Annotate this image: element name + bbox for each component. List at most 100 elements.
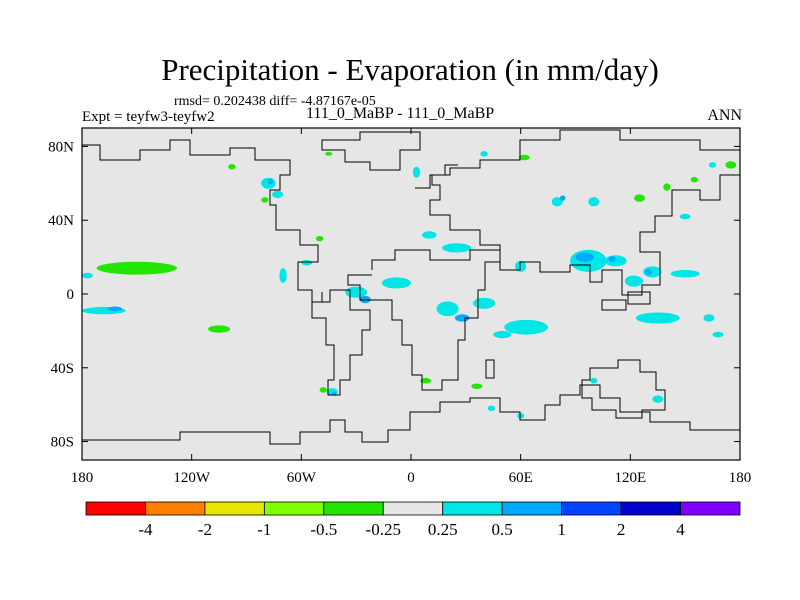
colorbar-swatch [204,501,265,516]
coastline-greenland [321,131,421,171]
anomaly-region [635,312,680,324]
anomaly-region [604,255,627,267]
anomaly-region [473,297,496,309]
anomaly-region [559,195,566,201]
anomaly-region [679,213,691,220]
anomaly-region [551,197,563,207]
x-tick-label: 120W [173,470,211,486]
anomaly-region [588,197,600,207]
coastline-scandinavia [415,164,458,189]
colorbar-label: 1 [557,520,566,539]
coastline-indonesia [601,291,651,311]
coastlines [82,129,740,445]
anomaly-region [624,275,644,287]
coastline-africa [347,249,501,391]
y-tick-label: 40S [51,361,74,377]
colorbar-swatch [442,501,503,516]
chart-title: Precipitation - Evaporation (in mm/day) [161,52,659,87]
coastline-antarctica [82,384,740,445]
coastline-eurasia [429,129,740,296]
stats-label: rmsd= 0.202438 diff= -4.87167e-05 [174,94,376,109]
anomaly-region [228,163,236,170]
anomaly-region [412,166,421,178]
colorbar-label: -4 [138,520,153,539]
anomaly-region [493,330,512,339]
anomaly-region [345,286,368,298]
anomaly-region [517,412,525,419]
anomaly-region [454,314,470,322]
colorbar-label: 0.5 [492,520,513,539]
y-tick-label: 40N [48,213,74,229]
x-tick-label: 120E [614,470,646,486]
anomaly-region [272,190,284,199]
anomaly-region [575,252,594,262]
anomaly-region [442,243,472,253]
anomaly-region [703,314,715,322]
y-tick-label: 0 [67,287,75,303]
anomaly-region [480,151,488,157]
anomaly-region [608,256,616,262]
anomaly-region [82,272,93,279]
anomaly-region [421,231,437,239]
x-tick-label: 0 [407,470,415,486]
x-tick-label: 180 [729,470,752,486]
anomaly-region [381,277,411,289]
colorbar-swatch [382,501,444,516]
coastline-madagascar [485,359,495,379]
anomaly-region [712,331,724,338]
x-tick-label: 180 [71,470,94,486]
map-field [82,128,740,460]
coastline-australia [581,359,666,419]
anomaly-region [663,183,671,191]
anomaly-region [725,161,737,169]
anomaly-region [319,387,327,393]
colorbar-label: 2 [617,520,626,539]
anomaly-region [420,377,432,384]
y-tick-label: 80S [51,435,74,451]
anomaly-region [96,261,178,275]
anomaly-region [518,154,530,161]
anomaly-region [504,319,549,335]
colorbar-swatch [323,501,384,516]
colorbar-label: 4 [676,520,685,539]
anomaly-region [652,395,664,403]
anomaly-region [708,162,717,168]
anomaly-region [107,306,123,311]
anomaly-region [471,383,483,389]
anomaly-region [487,405,496,412]
colorbar-label: 0.25 [428,520,458,539]
experiment-label: Expt = teyfw3-teyfw2 [82,109,215,125]
x-tick-label: 60E [509,470,533,486]
anomaly-region [633,194,645,202]
x-tick-label: 60W [287,470,317,486]
coastline-north-america [82,139,323,303]
anomaly-region [208,325,231,333]
anomaly-region [670,270,700,278]
anomaly-region [267,178,274,185]
anomaly-region [436,301,459,317]
colorbar-swatch [680,501,741,516]
colorbar-swatch [501,501,563,516]
anomaly-region [690,176,698,183]
colorbar-label: -2 [198,520,212,539]
y-tick-label: 80N [48,139,74,155]
colorbar-swatch [145,501,206,516]
case-label: 111_0_MaBP - 111_0_MaBP [306,105,495,122]
colorbar-label: -0.25 [366,520,401,539]
anomaly-region [515,260,527,272]
colorbar-label: -1 [257,520,271,539]
anomaly-region [279,268,287,283]
colorbar-swatch [561,501,622,516]
anomaly-region [301,259,313,266]
season-label: ANN [707,107,742,124]
anomaly-region [590,377,598,384]
colorbar-swatch [85,501,146,516]
colorbar-swatch [263,501,325,516]
anomaly-region [261,197,269,203]
anomaly-region [315,235,324,242]
anomaly-region [325,151,333,156]
coastline-south-america [311,289,371,396]
anomaly-region [644,269,653,275]
colorbar-label: -0.5 [310,520,337,539]
